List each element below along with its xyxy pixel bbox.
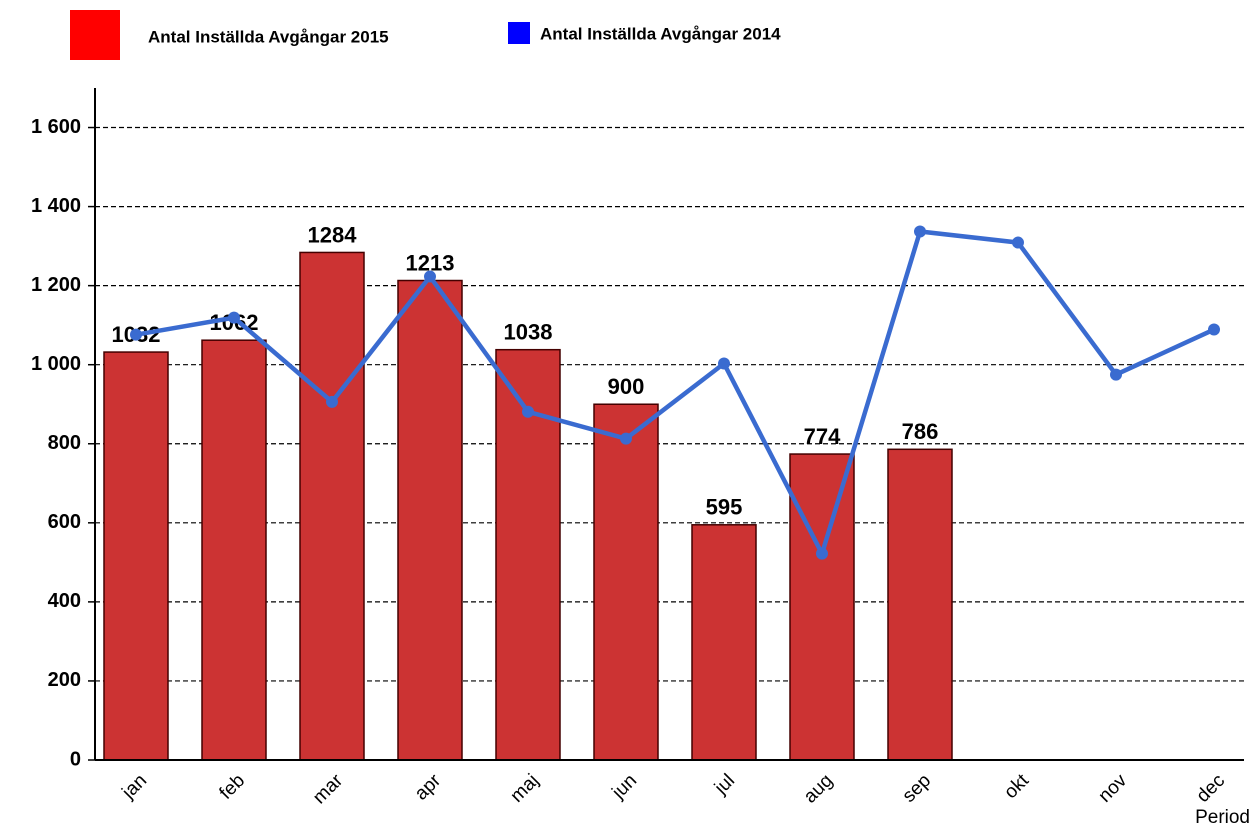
line-point <box>816 547 828 560</box>
legend-label: Antal Inställda Avgångar 2015 <box>148 27 389 46</box>
bar <box>789 453 855 761</box>
data-label: 1038 <box>504 319 553 344</box>
legend-swatch <box>508 22 530 44</box>
bar <box>299 251 365 761</box>
line-point <box>620 432 632 445</box>
data-label: 774 <box>804 424 841 449</box>
x-tick-label: jun <box>608 770 641 803</box>
bar <box>201 339 267 761</box>
y-tick-label: 1 200 <box>31 274 81 296</box>
x-tick-label: okt <box>1000 770 1033 803</box>
x-tick-label: jan <box>118 770 151 803</box>
bar <box>103 351 169 761</box>
line-point <box>424 270 436 283</box>
y-tick-label: 1 000 <box>31 353 81 375</box>
data-label: 1284 <box>308 222 358 247</box>
line-point <box>228 311 240 324</box>
line-point <box>718 357 730 370</box>
data-label: 900 <box>608 374 645 399</box>
line-point <box>914 225 926 238</box>
x-tick-label: jul <box>710 770 739 799</box>
legend-swatch <box>70 10 120 60</box>
data-label: 595 <box>706 495 743 520</box>
bar <box>593 403 659 761</box>
line-point <box>326 395 338 408</box>
line <box>135 229 1215 560</box>
y-tick-label: 0 <box>70 748 81 770</box>
x-axis-label: Period <box>1195 807 1250 828</box>
y-tick-label: 400 <box>48 590 81 612</box>
x-tick-label: mar <box>309 770 347 808</box>
data-label: 786 <box>902 419 939 444</box>
bar <box>691 524 757 761</box>
y-tick-label: 200 <box>48 669 81 691</box>
line-point <box>522 405 534 418</box>
x-tick-label: maj <box>507 770 544 807</box>
bar <box>887 448 953 761</box>
x-tick-label: feb <box>216 770 250 804</box>
x-tick-label: sep <box>899 770 936 807</box>
y-tick-label: 1 600 <box>31 116 81 138</box>
x-tick-label: dec <box>1193 770 1230 807</box>
x-tick-label: nov <box>1095 770 1132 807</box>
bar <box>397 279 463 761</box>
y-tick-label: 800 <box>48 432 81 454</box>
x-tick-label: apr <box>411 770 446 805</box>
line-point <box>1110 368 1122 381</box>
y-tick-label: 600 <box>48 511 81 533</box>
x-tick-label: aug <box>800 770 837 807</box>
line-point <box>130 328 142 341</box>
line-point <box>1012 236 1024 249</box>
y-tick-label: 1 400 <box>31 195 81 217</box>
line-point <box>1208 323 1220 336</box>
legend-label: Antal Inställda Avgångar 2014 <box>540 24 781 43</box>
